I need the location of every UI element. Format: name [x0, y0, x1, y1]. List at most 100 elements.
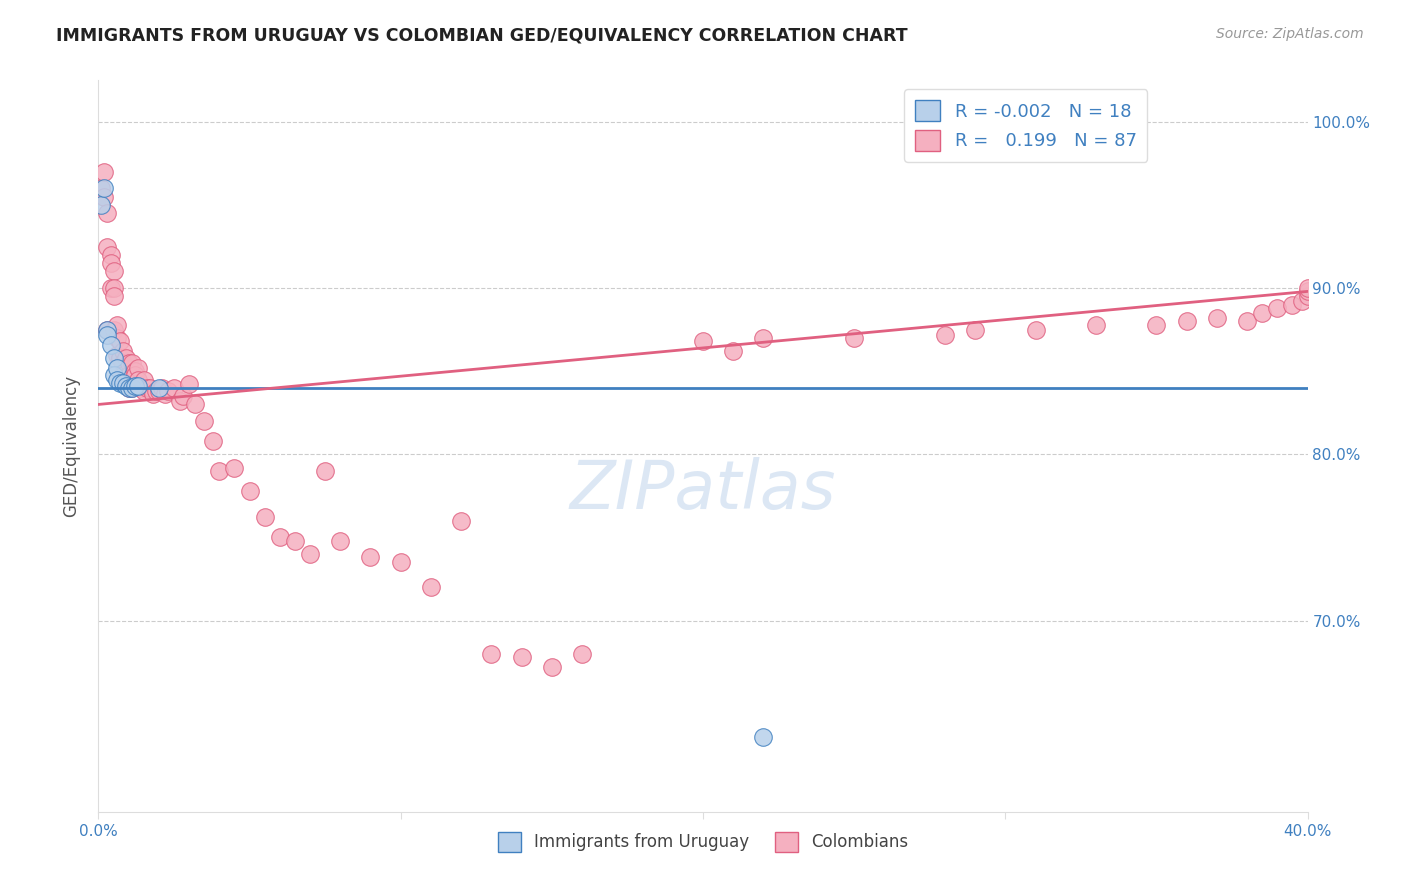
Point: [692, 334, 714, 349]
Point: [121, 381, 143, 395]
Point: [100, 248, 122, 262]
Point: [389, 555, 412, 569]
Point: [1024, 323, 1046, 337]
Point: [108, 351, 131, 365]
Point: [148, 381, 170, 395]
Point: [179, 377, 201, 392]
Point: [105, 360, 128, 375]
Point: [450, 514, 472, 528]
Text: IMMIGRANTS FROM URUGUAY VS COLOMBIAN GED/EQUIVALENCY CORRELATION CHART: IMMIGRANTS FROM URUGUAY VS COLOMBIAN GED…: [56, 27, 908, 45]
Point: [124, 368, 146, 382]
Point: [121, 381, 143, 395]
Point: [118, 368, 141, 382]
Point: [163, 381, 186, 395]
Point: [420, 580, 443, 594]
Point: [90, 181, 112, 195]
Point: [100, 337, 122, 351]
Point: [118, 356, 141, 370]
Point: [1085, 318, 1108, 332]
Point: [1206, 310, 1229, 325]
Point: [132, 372, 155, 386]
Point: [145, 384, 167, 398]
Point: [127, 360, 149, 375]
Point: [93, 189, 115, 203]
Point: [965, 323, 987, 337]
Point: [752, 730, 775, 744]
Point: [105, 331, 128, 345]
Point: [481, 647, 503, 661]
Point: [121, 356, 143, 370]
Text: ZIPatlas: ZIPatlas: [569, 457, 837, 523]
Point: [100, 256, 122, 270]
Point: [169, 394, 191, 409]
Point: [540, 660, 562, 674]
Point: [105, 372, 128, 386]
Point: [118, 381, 141, 395]
Point: [127, 379, 149, 393]
Point: [96, 323, 118, 337]
Point: [1144, 318, 1167, 332]
Point: [111, 344, 134, 359]
Point: [1296, 285, 1319, 299]
Point: [156, 384, 179, 398]
Point: [934, 327, 956, 342]
Point: [108, 334, 131, 349]
Point: [360, 550, 382, 565]
Point: [108, 376, 131, 390]
Point: [100, 281, 122, 295]
Point: [510, 650, 533, 665]
Point: [111, 356, 134, 370]
Point: [118, 381, 141, 395]
Point: [111, 376, 134, 390]
Point: [103, 323, 125, 337]
Point: [96, 206, 118, 220]
Point: [184, 397, 207, 411]
Point: [1251, 306, 1274, 320]
Point: [114, 379, 136, 393]
Point: [172, 389, 194, 403]
Point: [96, 327, 118, 342]
Point: [108, 351, 131, 365]
Point: [1281, 298, 1303, 312]
Point: [1267, 301, 1289, 315]
Point: [153, 387, 176, 401]
Point: [103, 264, 125, 278]
Point: [1291, 294, 1313, 309]
Point: [96, 323, 118, 337]
Point: [1236, 314, 1258, 328]
Point: [1175, 314, 1198, 328]
Point: [111, 368, 134, 382]
Point: [124, 379, 146, 393]
Point: [314, 464, 336, 478]
Point: [723, 344, 745, 359]
Point: [284, 533, 307, 548]
Point: [96, 239, 118, 253]
Point: [103, 289, 125, 303]
Point: [208, 464, 231, 478]
Y-axis label: GED/Equivalency: GED/Equivalency: [62, 375, 80, 517]
Point: [135, 381, 157, 395]
Point: [571, 647, 593, 661]
Point: [93, 181, 115, 195]
Point: [93, 164, 115, 178]
Point: [269, 530, 291, 544]
Point: [127, 372, 149, 386]
Point: [129, 381, 152, 395]
Point: [132, 384, 155, 398]
Point: [124, 364, 146, 378]
Point: [148, 384, 170, 398]
Point: [299, 547, 322, 561]
Point: [1296, 281, 1319, 295]
Text: Source: ZipAtlas.com: Source: ZipAtlas.com: [1216, 27, 1364, 41]
Point: [90, 198, 112, 212]
Point: [752, 331, 775, 345]
Point: [202, 434, 225, 448]
Point: [224, 460, 246, 475]
Point: [114, 351, 136, 365]
Point: [329, 533, 352, 548]
Legend: Immigrants from Uruguay, Colombians: Immigrants from Uruguay, Colombians: [491, 826, 915, 858]
Point: [103, 351, 125, 365]
Point: [142, 387, 165, 401]
Point: [844, 331, 866, 345]
Point: [150, 381, 173, 395]
